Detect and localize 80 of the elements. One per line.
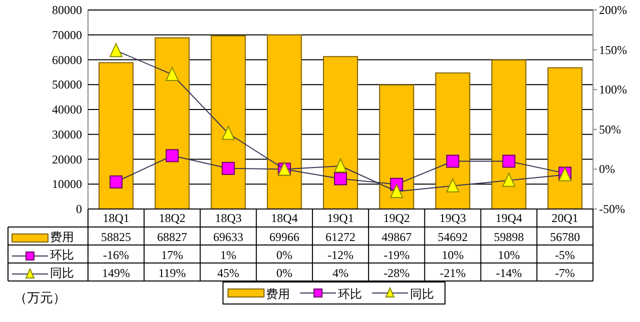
- point: [334, 172, 347, 186]
- data-label: -19%: [384, 248, 410, 262]
- x-tick-label: 19Q3: [439, 211, 466, 225]
- x-tick-label: 19Q4: [495, 211, 522, 225]
- point: [446, 154, 460, 168]
- y-tick-label: 20000: [52, 152, 82, 166]
- data-label: 119%: [158, 266, 186, 280]
- data-label: 68827: [157, 230, 188, 244]
- data-label: 49867: [382, 230, 412, 244]
- point: [502, 154, 516, 168]
- data-label: -28%: [384, 266, 410, 280]
- y-tick-label: 0: [76, 202, 82, 216]
- point: [166, 66, 179, 81]
- point: [390, 184, 404, 198]
- y2-tick-label: 200%: [599, 3, 627, 17]
- point: [502, 172, 516, 187]
- bar: [266, 34, 302, 210]
- x-tick-label: 18Q4: [271, 211, 298, 225]
- data-label: -14%: [496, 266, 522, 280]
- data-label: 10%: [498, 248, 520, 262]
- y-tick-label: 10000: [52, 177, 82, 192]
- data-label: -16%: [103, 248, 130, 262]
- data-label: 69633: [213, 230, 244, 244]
- bar: [210, 35, 246, 210]
- x-tick-label: 19Q1: [327, 211, 354, 225]
- text: 同比: [410, 287, 434, 301]
- y2-tick-label: 50%: [599, 122, 621, 136]
- text: 环比: [338, 287, 362, 301]
- data-label: 0%: [276, 266, 292, 280]
- bar: [98, 62, 134, 210]
- bar: [154, 37, 190, 210]
- y2-tick-label: 0%: [599, 162, 615, 176]
- data-label: 45%: [217, 266, 240, 280]
- legend-label: 同比: [50, 266, 74, 280]
- y-tick-label: 70000: [52, 28, 82, 42]
- text: 费用: [266, 287, 290, 301]
- point: [110, 43, 123, 58]
- point: [166, 149, 179, 162]
- point: [222, 162, 235, 175]
- y2-tick-label: -50%: [599, 202, 625, 216]
- x-tick-label: 18Q2: [158, 211, 186, 225]
- legend-label: 费用: [50, 230, 74, 244]
- y-tick-label: 40000: [52, 102, 82, 116]
- data-label: 58825: [101, 230, 132, 244]
- bar: [547, 67, 582, 210]
- data-label: 69966: [269, 230, 300, 244]
- data-label: 4%: [332, 266, 348, 280]
- x-tick-label: 18Q1: [102, 211, 130, 225]
- point: [446, 178, 460, 192]
- data-label: -12%: [328, 248, 354, 262]
- point: [110, 175, 123, 188]
- data-label: 61272: [326, 230, 356, 244]
- point: [334, 158, 347, 173]
- y-tick-label: 30000: [52, 127, 82, 142]
- point: [222, 126, 235, 140]
- data-label: 149%: [102, 266, 130, 280]
- data-label: -21%: [440, 266, 466, 280]
- data-label: 54692: [438, 230, 468, 244]
- legend-label: 环比: [50, 248, 74, 262]
- y2-tick-label: 150%: [599, 42, 627, 57]
- data-label: 17%: [161, 248, 184, 262]
- y-tick-label: 80000: [52, 3, 82, 17]
- x-tick-label: 20Q1: [552, 211, 578, 225]
- data-label: 56780: [550, 230, 580, 244]
- y-tick-label: 60000: [52, 52, 82, 67]
- bar: [435, 72, 470, 210]
- bar: [323, 56, 358, 210]
- x-tick-label: 19Q2: [383, 211, 410, 225]
- text: （万元）: [14, 290, 66, 305]
- data-label: 0%: [276, 248, 292, 262]
- y-tick-label: 50000: [52, 78, 82, 92]
- bar: [379, 84, 414, 210]
- data-label: -5%: [554, 248, 575, 262]
- x-tick-label: 18Q3: [214, 211, 242, 225]
- bar: [491, 60, 526, 210]
- data-label: 10%: [442, 248, 464, 262]
- data-label: 1%: [220, 248, 236, 262]
- data-label: -7%: [554, 266, 575, 280]
- y2-tick-label: 100%: [599, 82, 627, 97]
- data-label: 59898: [494, 230, 524, 244]
